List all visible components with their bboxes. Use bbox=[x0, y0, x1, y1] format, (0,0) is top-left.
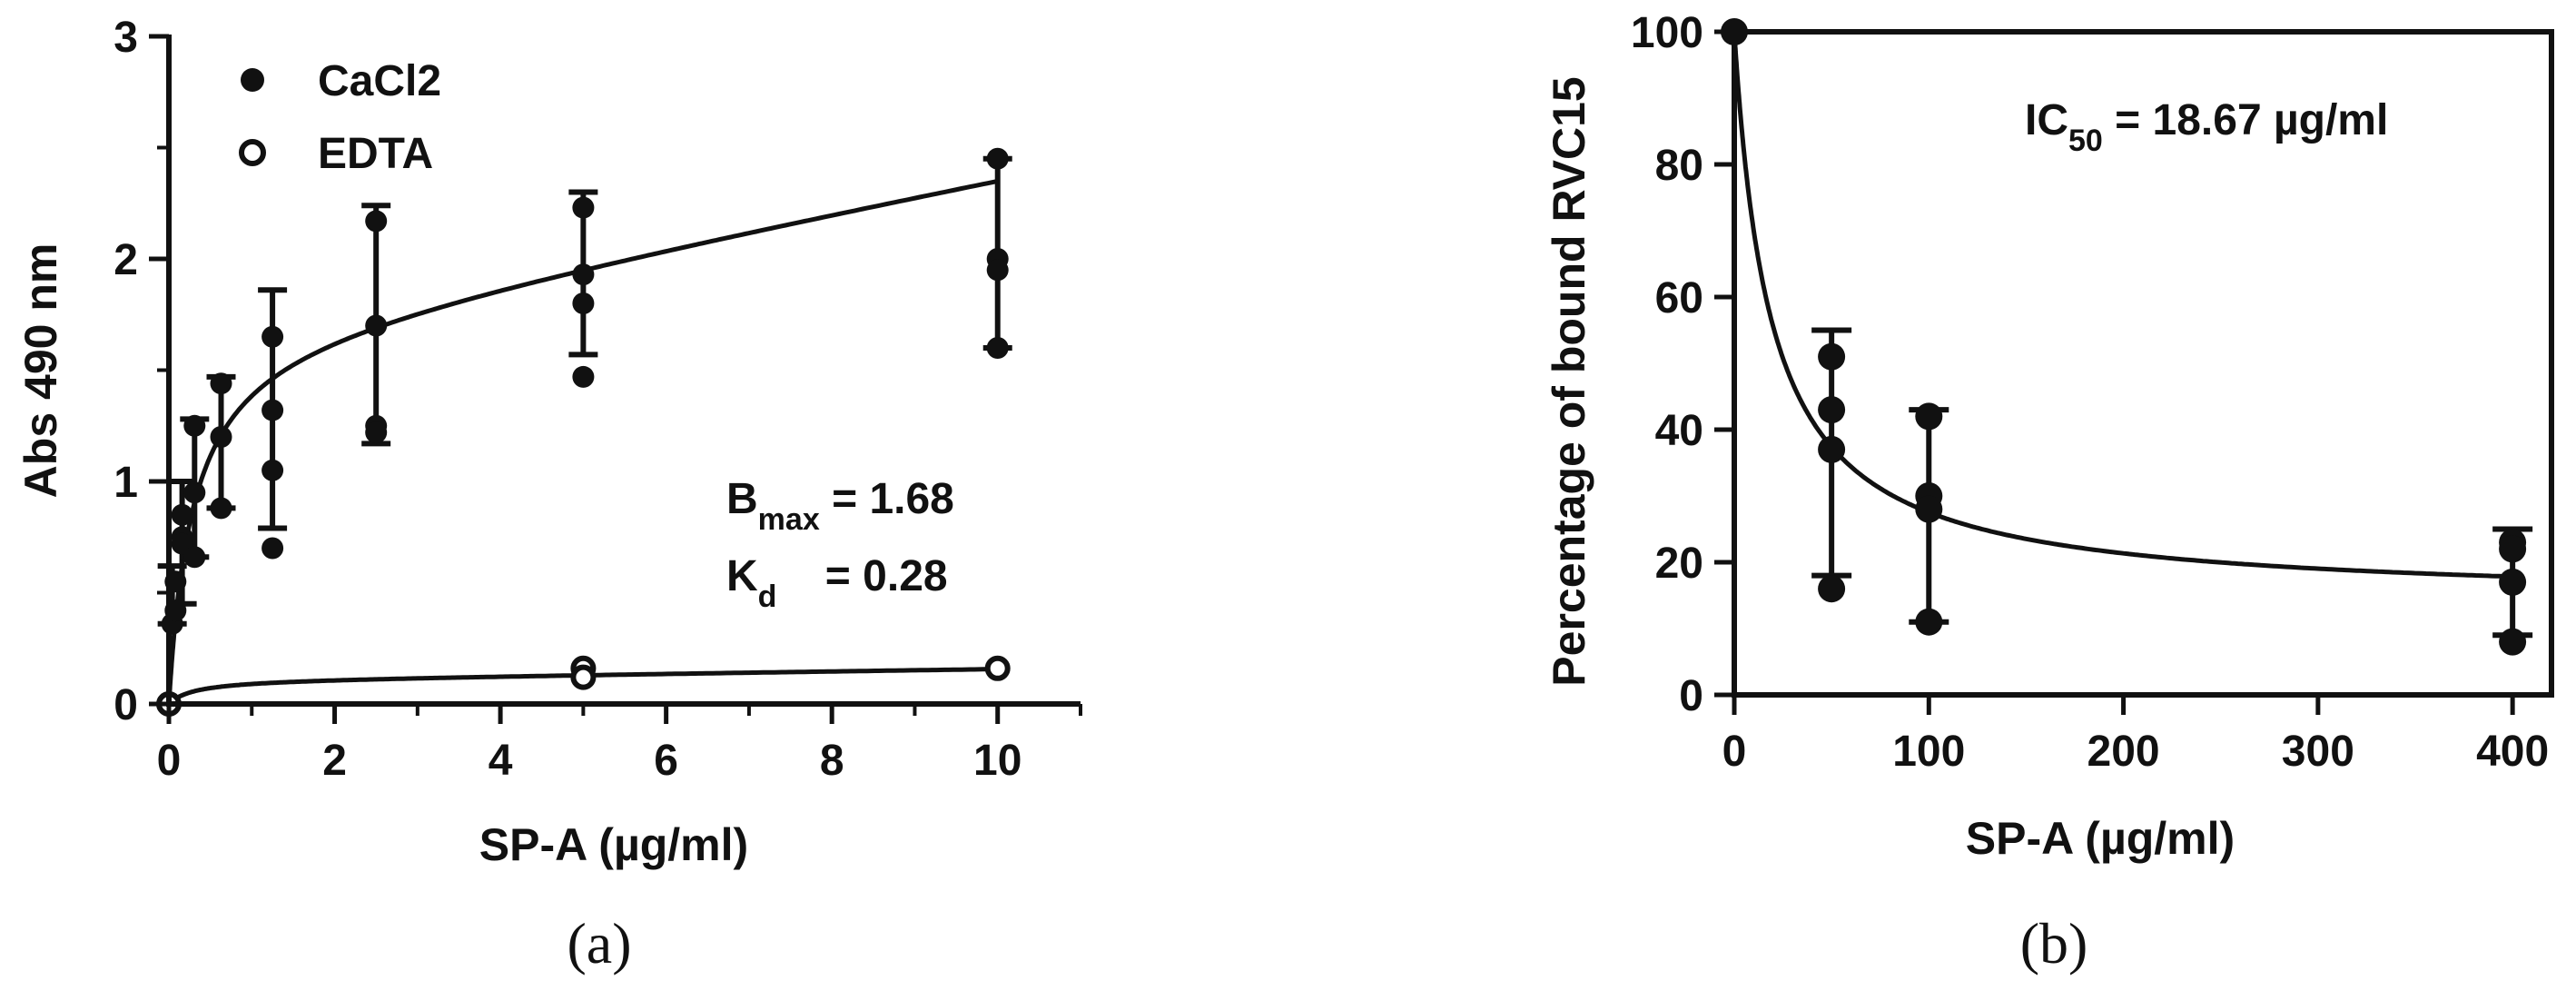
chart-b-axes bbox=[1714, 29, 2554, 715]
chart-a-point-cacl2 bbox=[183, 546, 206, 569]
chart-a-y-axis-title: Abs 490 nm bbox=[15, 243, 66, 499]
chart-a-point-cacl2 bbox=[262, 537, 284, 560]
chart-a-point-cacl2 bbox=[262, 399, 284, 421]
chart-a-y-tick-label: 2 bbox=[114, 236, 138, 284]
chart-b-point-series bbox=[1818, 396, 1846, 424]
chart-a-point-cacl2 bbox=[986, 147, 1009, 170]
bmax-annotation: Bmax = 1.68 bbox=[726, 475, 954, 537]
chart-b-y-tick-label: 80 bbox=[1655, 142, 1703, 190]
chart-b-y-tick-label: 20 bbox=[1655, 540, 1703, 588]
chart-a-point-cacl2 bbox=[365, 210, 388, 233]
chart-b-x-tick-label: 100 bbox=[1892, 728, 1965, 776]
chart-a-point-edta bbox=[570, 664, 597, 690]
chart-b-point-series bbox=[2499, 535, 2527, 563]
chart-a-y-tick-label: 1 bbox=[114, 459, 138, 507]
chart-a-axes bbox=[149, 34, 1082, 724]
chart-a-point-cacl2 bbox=[986, 337, 1009, 359]
chart-b-y-tick-label: 100 bbox=[1631, 9, 1703, 57]
chart-a-point-cacl2 bbox=[210, 426, 232, 448]
chart-b-tick-labels: 0 100 200 300 400 0 20 40 60 80 100 bbox=[1631, 9, 2549, 776]
chart-b-point-series bbox=[1915, 495, 1943, 523]
chart-a-point-cacl2 bbox=[171, 503, 193, 526]
chart-a-x-tick-label: 2 bbox=[322, 737, 347, 785]
chart-a-x-tick-label: 8 bbox=[820, 737, 844, 785]
chart-b-point-series bbox=[1818, 575, 1846, 603]
chart-b-y-tick-label: 40 bbox=[1655, 407, 1703, 455]
chart-a-x-axis-title: SP-A (µg/ml) bbox=[479, 819, 748, 870]
chart-a-point-cacl2 bbox=[572, 292, 595, 314]
chart-b-x-tick-label: 0 bbox=[1722, 728, 1747, 776]
chart-b: 0 100 200 300 400 0 20 40 60 80 100 SP-A (µg/ml) P… bbox=[1544, 9, 2554, 976]
chart-a-point-cacl2 bbox=[365, 421, 388, 444]
chart-a-point-cacl2 bbox=[262, 325, 284, 348]
legend-edta-marker bbox=[239, 139, 266, 166]
chart-b-x-tick-label: 400 bbox=[2476, 728, 2549, 776]
chart-b-point-series bbox=[1818, 435, 1846, 463]
chart-b-point-series bbox=[1818, 342, 1846, 371]
chart-a-point-edta bbox=[984, 655, 1011, 681]
chart-a-x-tick-label: 0 bbox=[157, 737, 182, 785]
chart-b-point-series bbox=[1915, 608, 1943, 636]
panel-label-a: (a) bbox=[567, 911, 631, 976]
chart-a-x-tick-label: 4 bbox=[489, 737, 513, 785]
legend-cacl2-label: CaCl2 bbox=[318, 57, 441, 105]
chart-a-y-tick-label: 3 bbox=[114, 14, 138, 62]
chart-a-point-cacl2 bbox=[262, 459, 284, 481]
chart-a-fit-curve-edta bbox=[167, 667, 998, 706]
chart-a-point-cacl2 bbox=[183, 414, 206, 437]
chart-a: 0 2 4 6 8 10 0 1 2 3 SP-A (µg/ml) Abs 490 nm CaCl… bbox=[15, 14, 1082, 976]
chart-a-legend: CaCl2 EDTA bbox=[239, 57, 441, 178]
chart-b-x-axis-title: SP-A (µg/ml) bbox=[1966, 813, 2235, 864]
chart-a-x-tick-label: 10 bbox=[973, 737, 1022, 785]
chart-a-point-cacl2 bbox=[572, 263, 595, 286]
chart-b-x-tick-label: 300 bbox=[2282, 728, 2354, 776]
chart-b-y-tick-label: 60 bbox=[1655, 274, 1703, 322]
chart-a-x-tick-label: 6 bbox=[654, 737, 678, 785]
chart-a-point-cacl2 bbox=[365, 314, 388, 337]
chart-a-point-cacl2 bbox=[210, 372, 232, 395]
chart-b-y-tick-label: 0 bbox=[1679, 672, 1703, 720]
chart-a-y-tick-label: 0 bbox=[114, 681, 138, 729]
chart-a-point-cacl2 bbox=[210, 497, 232, 520]
chart-a-point-cacl2 bbox=[183, 481, 206, 504]
chart-b-y-axis-title: Percentage of bound RVC15 bbox=[1544, 76, 1594, 686]
chart-b-data-points bbox=[1721, 18, 2527, 656]
legend-cacl2-marker bbox=[241, 68, 264, 92]
chart-a-point-cacl2 bbox=[572, 196, 595, 219]
chart-b-point-series bbox=[2499, 628, 2527, 656]
kd-annotation: Kd = 0.28 bbox=[726, 552, 948, 614]
chart-a-point-cacl2 bbox=[572, 365, 595, 388]
chart-a-point-cacl2 bbox=[986, 259, 1009, 282]
chart-b-x-tick-label: 200 bbox=[2087, 728, 2160, 776]
ic50-annotation: IC50 = 18.67 µg/ml bbox=[2025, 96, 2388, 158]
chart-b-point-series bbox=[1915, 402, 1943, 431]
chart-a-tick-labels: 0 2 4 6 8 10 0 1 2 3 bbox=[114, 14, 1022, 785]
legend-edta-label: EDTA bbox=[318, 130, 433, 178]
chart-b-error-bars bbox=[1811, 327, 2533, 639]
chart-b-point-series bbox=[2499, 568, 2527, 596]
panel-label-b: (b) bbox=[2020, 911, 2088, 976]
